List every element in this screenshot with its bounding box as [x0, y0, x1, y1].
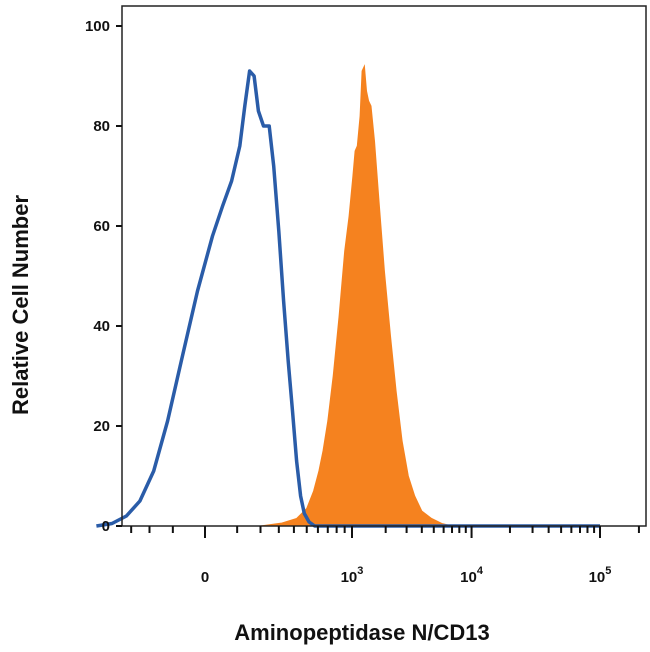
x-axis-label: Aminopeptidase N/CD13 [234, 620, 490, 645]
x-tick-label: 105 [589, 565, 612, 586]
histogram-series-outline [96, 69, 600, 528]
y-axis: 0 20 40 60 80 100 [85, 18, 122, 535]
y-tick-label: 60 [93, 218, 110, 235]
plot-area [96, 64, 600, 528]
y-tick-label: 0 [102, 518, 110, 535]
y-axis-label: Relative Cell Number [8, 195, 33, 416]
plot-frame [121, 5, 647, 527]
histogram-series-filled [260, 64, 600, 527]
y-tick-label: 20 [93, 418, 110, 435]
y-tick-label: 80 [93, 118, 110, 135]
x-axis: 0 103 104 105 [130, 526, 640, 586]
x-tick-label: 0 [201, 569, 209, 586]
x-tick-label: 103 [341, 565, 364, 586]
x-tick-label: 104 [460, 565, 484, 586]
y-tick-label: 40 [93, 318, 110, 335]
y-tick-label: 100 [85, 18, 110, 35]
